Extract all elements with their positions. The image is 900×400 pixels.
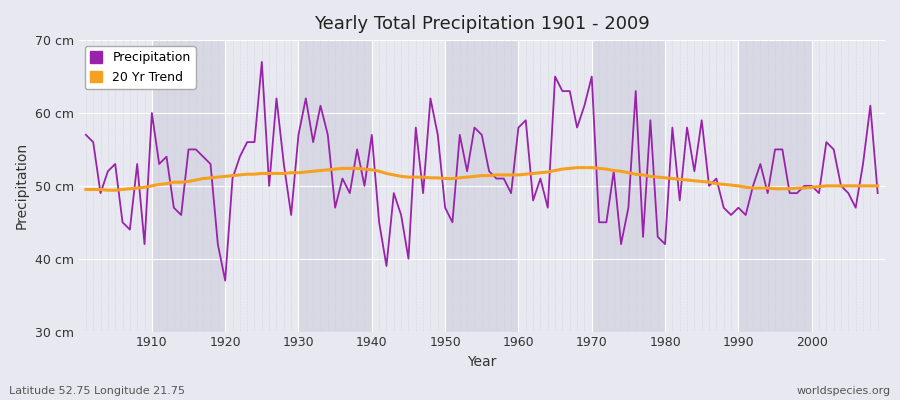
- Precipitation: [359, 184, 370, 188]
- X-axis label: Year: Year: [467, 355, 497, 369]
- Precipitation: [80, 132, 91, 137]
- Legend: Precipitation, 20 Yr Trend: Precipitation, 20 Yr Trend: [85, 46, 195, 89]
- Precipitation: [140, 242, 150, 246]
- Text: Latitude 52.75 Longitude 21.75: Latitude 52.75 Longitude 21.75: [9, 386, 185, 396]
- Precipitation: [872, 191, 883, 196]
- Bar: [152, 40, 225, 332]
- 20 Yr Trend: [513, 172, 524, 177]
- Precipitation: [527, 198, 538, 203]
- Line: 20 Yr Trend: 20 Yr Trend: [86, 168, 878, 190]
- 20 Yr Trend: [103, 188, 113, 193]
- Bar: [78, 40, 152, 332]
- 20 Yr Trend: [872, 184, 883, 188]
- 20 Yr Trend: [520, 172, 531, 176]
- 20 Yr Trend: [80, 187, 91, 192]
- Text: worldspecies.org: worldspecies.org: [796, 386, 891, 396]
- 20 Yr Trend: [352, 166, 363, 171]
- Bar: [446, 40, 518, 332]
- 20 Yr Trend: [308, 169, 319, 174]
- 20 Yr Trend: [616, 169, 626, 174]
- 20 Yr Trend: [147, 184, 158, 188]
- Bar: [738, 40, 812, 332]
- 20 Yr Trend: [572, 165, 582, 170]
- Bar: [225, 40, 299, 332]
- Bar: [812, 40, 885, 332]
- Bar: [591, 40, 665, 332]
- Bar: [518, 40, 591, 332]
- Precipitation: [616, 242, 626, 246]
- Y-axis label: Precipitation: Precipitation: [15, 142, 29, 230]
- Line: Precipitation: Precipitation: [86, 62, 878, 280]
- Bar: [299, 40, 372, 332]
- Precipitation: [256, 60, 267, 64]
- Title: Yearly Total Precipitation 1901 - 2009: Yearly Total Precipitation 1901 - 2009: [314, 15, 650, 33]
- Bar: [665, 40, 738, 332]
- Bar: [372, 40, 446, 332]
- Precipitation: [315, 103, 326, 108]
- Precipitation: [520, 118, 531, 123]
- Precipitation: [220, 278, 230, 283]
